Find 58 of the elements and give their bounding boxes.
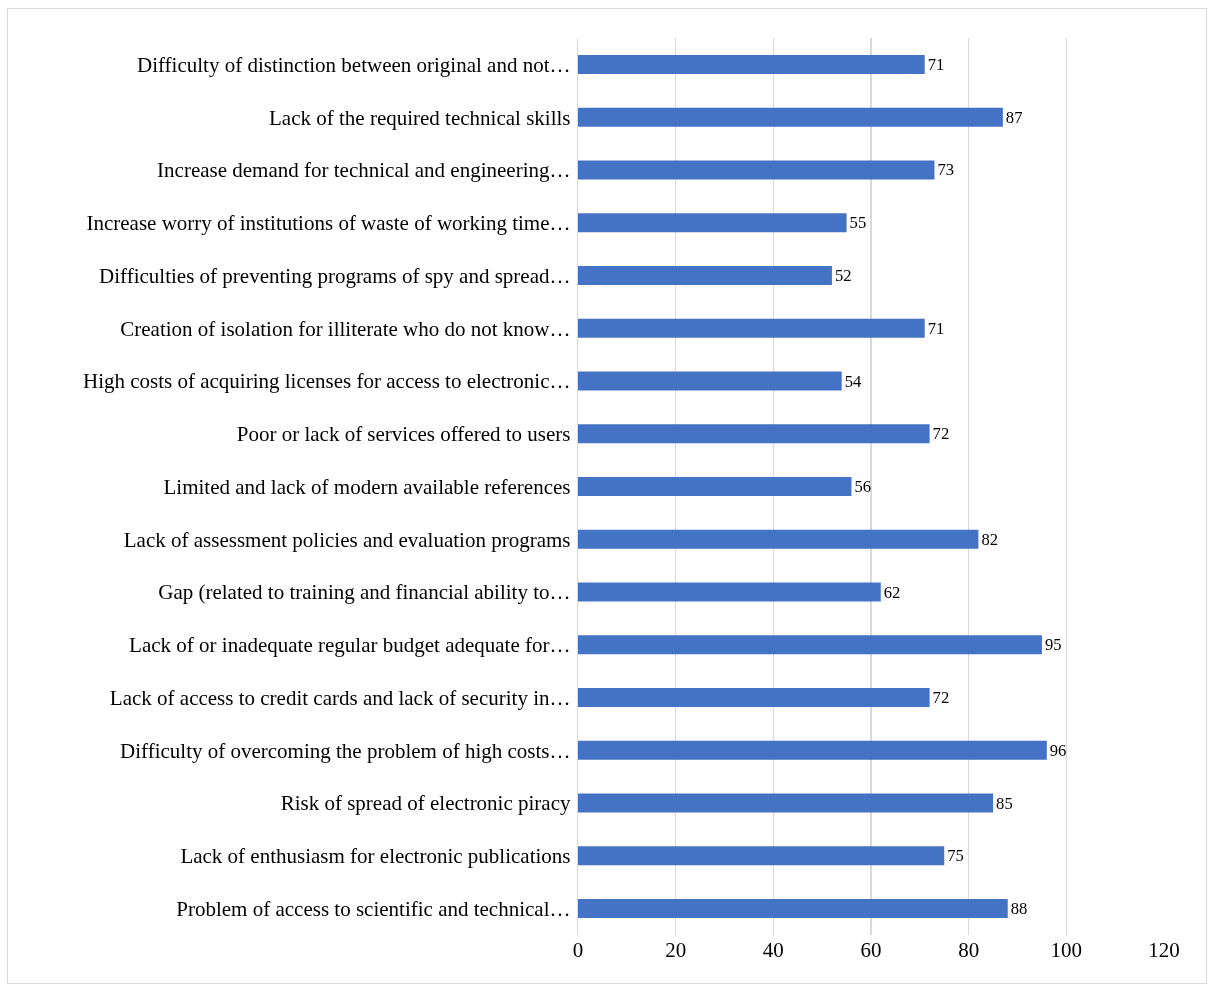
x-tick-label: 80	[958, 938, 980, 962]
y-tick-label: Creation of isolation for illiterate who do not know…	[120, 316, 571, 341]
bar	[578, 529, 979, 549]
bar	[578, 54, 925, 74]
y-tick-label: Limited and lack of modern available references	[163, 474, 571, 499]
y-tick-label: Poor or lack of services offered to users	[236, 422, 571, 447]
bar	[578, 318, 925, 338]
y-tick-label: Difficulties of preventing programs of spy and spread…	[99, 263, 571, 288]
y-tick-label: Difficulty of overcoming the problem of high costs…	[120, 738, 571, 763]
x-tick-label: 20	[665, 938, 687, 962]
data-label: 95	[1044, 635, 1062, 655]
data-label: 82	[981, 529, 999, 549]
x-tick-label: 0	[572, 938, 584, 962]
data-label: 52	[834, 265, 852, 285]
y-tick-label: High costs of acquiring licenses for access to electronic…	[82, 369, 571, 394]
data-label: 54	[844, 371, 863, 391]
data-label: 72	[932, 688, 950, 708]
data-label: 96	[1049, 740, 1067, 760]
bar	[578, 160, 935, 180]
y-tick-label: Lack of the required technical skills	[269, 105, 571, 130]
bar	[578, 424, 930, 444]
bar	[578, 635, 1042, 655]
bar	[578, 793, 994, 813]
data-label: 88	[1010, 899, 1028, 919]
bar	[578, 582, 881, 602]
bar	[578, 846, 945, 866]
x-tick-label: 40	[762, 938, 784, 962]
data-label: 71	[927, 318, 945, 338]
y-tick-label: Lack of enthusiasm for electronic publications	[180, 844, 571, 869]
data-label: 85	[996, 793, 1013, 813]
bar	[578, 899, 1008, 919]
y-tick-label: Gap (related to training and financial ability to…	[158, 580, 571, 605]
x-tick-label: 120	[1148, 938, 1180, 962]
bar	[578, 371, 842, 391]
y-tick-label: Difficulty of distinction between original and not…	[136, 52, 571, 77]
y-tick-label: Lack of assessment policies and evaluation programs	[123, 527, 571, 552]
x-tick-label: 60	[860, 938, 882, 962]
bar	[578, 213, 847, 233]
bar	[578, 265, 832, 285]
y-tick-label: Lack of or inadequate regular budget adequate for…	[129, 633, 571, 658]
bar	[578, 688, 930, 708]
data-label: 62	[883, 582, 901, 602]
data-label: 71	[927, 54, 945, 74]
y-tick-label: Increase demand for technical and engineering…	[157, 158, 571, 183]
y-tick-label: Risk of spread of electronic piracy	[280, 791, 571, 816]
bar	[578, 477, 852, 496]
data-label: 55	[849, 213, 867, 233]
bar	[578, 740, 1047, 760]
data-label: 56	[854, 477, 872, 497]
bar	[578, 107, 1003, 127]
y-tick-label: Increase worry of institutions of waste of working time…	[86, 211, 571, 236]
data-label: 87	[1005, 107, 1023, 127]
data-label: 73	[937, 160, 955, 180]
y-tick-label: Lack of access to credit cards and lack of security in…	[109, 685, 571, 710]
data-label: 72	[932, 424, 950, 444]
data-label: 75	[947, 846, 964, 866]
y-tick-label: Problem of access to scientific and technical…	[176, 896, 571, 921]
x-tick-label: 100	[1050, 938, 1083, 962]
